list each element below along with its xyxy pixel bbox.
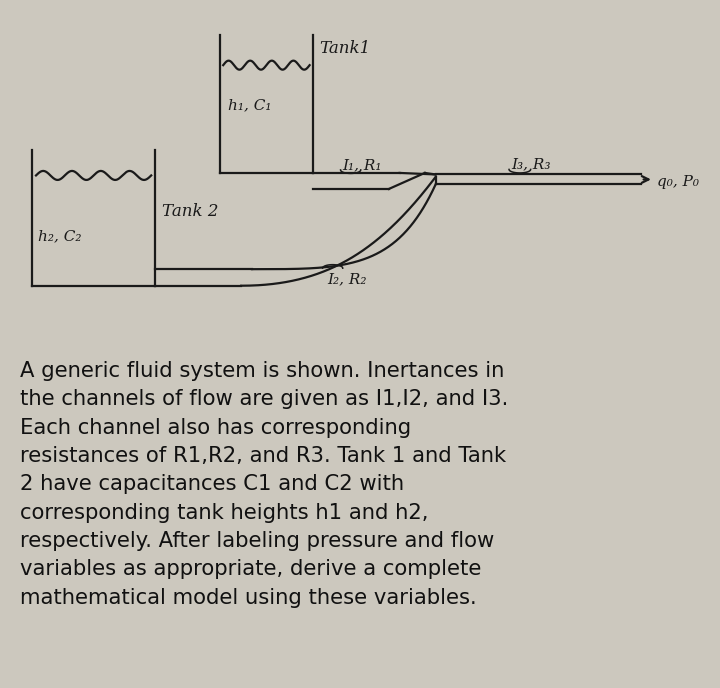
Text: I₃, R₃: I₃, R₃: [511, 158, 551, 171]
Text: h₁, C₁: h₁, C₁: [228, 98, 271, 112]
Text: h₂, C₂: h₂, C₂: [38, 230, 81, 244]
Text: I₂, R₂: I₂, R₂: [328, 272, 367, 286]
Text: Tank1: Tank1: [319, 40, 370, 56]
Text: A generic fluid system is shown. Inertances in
the channels of flow are given as: A generic fluid system is shown. Inertan…: [20, 361, 508, 608]
Text: I₁, R₁: I₁, R₁: [342, 158, 382, 172]
Text: q₀, P₀: q₀, P₀: [657, 175, 698, 189]
Text: Tank 2: Tank 2: [162, 202, 218, 219]
